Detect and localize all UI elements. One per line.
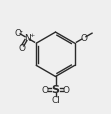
Text: +: + bbox=[29, 33, 34, 38]
Text: S: S bbox=[52, 84, 59, 94]
Text: O: O bbox=[80, 34, 87, 43]
Text: N: N bbox=[24, 34, 31, 43]
Text: O: O bbox=[15, 29, 22, 38]
Text: O: O bbox=[62, 85, 70, 94]
Text: Cl: Cl bbox=[51, 95, 60, 104]
Text: O: O bbox=[41, 85, 49, 94]
Text: O: O bbox=[18, 44, 25, 53]
Text: -: - bbox=[20, 27, 23, 36]
